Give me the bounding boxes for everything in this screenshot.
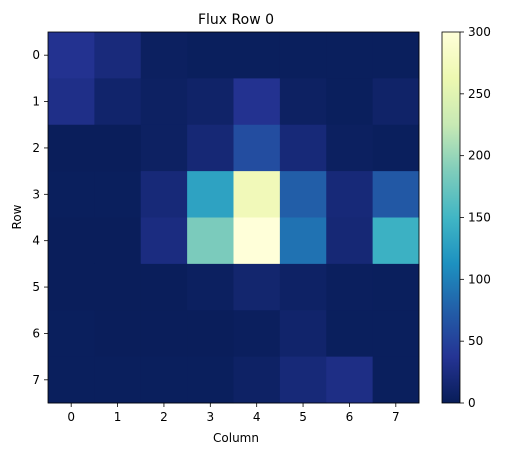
heatmap-cell — [233, 310, 281, 358]
x-tick-label: 6 — [346, 410, 354, 424]
heatmap-cell — [279, 356, 327, 404]
heatmap-cell — [140, 310, 188, 358]
heatmap-cell — [94, 32, 142, 79]
colorbar-tick-label: 150 — [468, 211, 491, 225]
heatmap-cell — [48, 356, 95, 404]
plot-frame — [47, 31, 420, 404]
heatmap-cell — [372, 124, 420, 172]
x-tick-label: 0 — [67, 410, 75, 424]
heatmap-cell — [187, 32, 234, 79]
heatmap-cell — [187, 124, 234, 172]
heatmap-cell — [326, 78, 374, 126]
heatmap-cell — [48, 310, 95, 358]
y-tick-label: 2 — [32, 141, 40, 155]
heatmap-cell — [187, 217, 234, 265]
colorbar-tick-label: 100 — [468, 272, 491, 286]
heatmap-cell — [326, 124, 374, 172]
heatmap-cell — [187, 356, 234, 404]
heatmap-cell — [140, 263, 188, 311]
colorbar-tick-label: 200 — [468, 149, 491, 163]
heatmap-cell — [94, 217, 142, 265]
heatmap-cell — [233, 124, 281, 172]
heatmap-cell — [372, 310, 420, 358]
heatmap-cell — [94, 263, 142, 311]
y-tick-label: 3 — [32, 187, 40, 201]
heatmap-cell — [140, 217, 188, 265]
heatmap-cell — [233, 356, 281, 404]
heatmap-cell — [372, 171, 420, 218]
heatmap-cell — [94, 356, 142, 404]
heatmap-cell — [326, 217, 374, 265]
heatmap-cell — [326, 263, 374, 311]
x-tick-label: 4 — [253, 410, 261, 424]
heatmap-cell — [279, 124, 327, 172]
heatmap-cell — [187, 78, 234, 126]
heatmap-cell — [48, 171, 95, 218]
heatmap-cell — [140, 124, 188, 172]
heatmap-cell — [372, 32, 420, 79]
y-tick-label: 4 — [32, 234, 40, 248]
heatmap-cell — [326, 310, 374, 358]
y-tick-label: 7 — [32, 373, 40, 387]
x-tick-label: 2 — [160, 410, 168, 424]
heatmap-cell — [233, 171, 281, 218]
heatmap-cell — [279, 171, 327, 218]
heatmap-cell — [326, 171, 374, 218]
axes: 0 1 2 3 4 5 6 7 0 1 2 3 4 5 6 7 — [32, 31, 420, 424]
colorbar-gradient — [441, 31, 461, 404]
heatmap-cell — [233, 217, 281, 265]
heatmap-cell — [94, 124, 142, 172]
heatmap-cells — [48, 32, 420, 404]
colorbar-tick-label: 50 — [468, 334, 483, 348]
heatmap-cell — [372, 217, 420, 265]
heatmap-cell — [279, 263, 327, 311]
heatmap-cell — [140, 78, 188, 126]
heatmap-cell — [140, 171, 188, 218]
heatmap-cell — [48, 263, 95, 311]
heatmap-cell — [94, 78, 142, 126]
heatmap-cell — [326, 356, 374, 404]
heatmap-cell — [140, 32, 188, 79]
heatmap-cell — [48, 124, 95, 172]
heatmap-cell — [94, 171, 142, 218]
heatmap-cell — [233, 78, 281, 126]
colorbar-tick-label: 250 — [468, 87, 491, 101]
x-tick-label: 3 — [206, 410, 214, 424]
y-axis-label: Row — [10, 204, 24, 229]
x-tick-label: 1 — [114, 410, 122, 424]
colorbar-tick-label: 0 — [468, 396, 476, 410]
y-tick-label: 5 — [32, 280, 40, 294]
heatmap-cell — [279, 310, 327, 358]
x-tick-label: 7 — [392, 410, 400, 424]
y-tick-label: 0 — [32, 48, 40, 62]
heatmap-cell — [372, 78, 420, 126]
heatmap-cell — [279, 32, 327, 79]
heatmap-cell — [372, 263, 420, 311]
heatmap-cell — [48, 78, 95, 126]
colorbar-tick-label: 300 — [468, 25, 491, 39]
x-tick-label: 5 — [299, 410, 307, 424]
heatmap-cell — [233, 263, 281, 311]
chart-title: Flux Row 0 — [198, 12, 274, 28]
x-axis-label: Column — [213, 431, 259, 445]
colorbar: 0 50 100 150 200 250 300 — [441, 25, 491, 410]
heatmap-cell — [187, 171, 234, 218]
heatmap-cell — [140, 356, 188, 404]
heatmap-cell — [94, 310, 142, 358]
heatmap-cell — [279, 78, 327, 126]
heatmap-cell — [233, 32, 281, 79]
y-tick-label: 1 — [32, 95, 40, 109]
heatmap-cell — [326, 32, 374, 79]
heatmap-cell — [372, 356, 420, 404]
heatmap-cell — [48, 217, 95, 265]
y-tick-label: 6 — [32, 326, 40, 340]
heatmap-cell — [187, 310, 234, 358]
heatmap-cell — [279, 217, 327, 265]
heatmap-cell — [187, 263, 234, 311]
heatmap-cell — [48, 32, 95, 79]
